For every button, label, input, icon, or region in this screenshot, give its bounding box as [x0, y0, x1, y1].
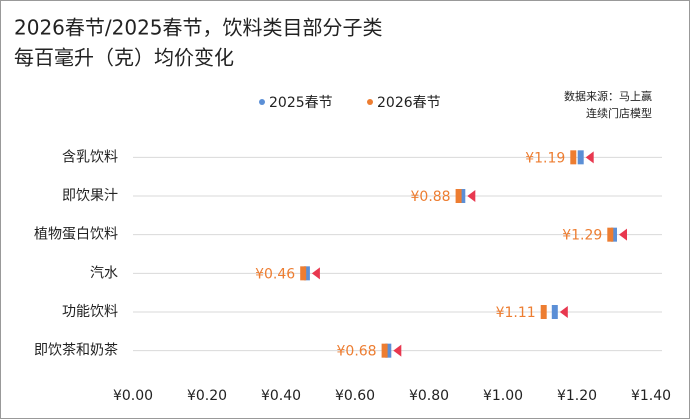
- marker: [381, 343, 388, 358]
- value-label: ¥0.68: [337, 344, 377, 360]
- x-tick-label: ¥0.80: [409, 388, 449, 404]
- y-tick-label: 功能饮料: [62, 304, 118, 320]
- source: 数据来源：马上赢: [564, 89, 652, 103]
- x-tick-label: ¥1.40: [631, 388, 671, 404]
- y-tick-label: 汽水: [90, 265, 118, 281]
- value-label: ¥1.11: [496, 305, 536, 321]
- chart-title: 2026春节/2025春节，饮料类目部分子类: [14, 16, 383, 40]
- marker: [385, 343, 392, 358]
- marker: [577, 150, 584, 165]
- marker: [551, 305, 558, 319]
- marker: [303, 266, 310, 281]
- value-label: ¥1.19: [525, 150, 565, 166]
- marker: [300, 266, 307, 281]
- change-marker: [559, 306, 568, 318]
- value-label: ¥1.29: [562, 228, 602, 244]
- marker: [540, 305, 547, 319]
- value-label: ¥0.88: [411, 189, 451, 205]
- legend-label: 2026春节: [377, 95, 441, 111]
- x-tick-label: ¥0.60: [335, 388, 375, 404]
- marker: [607, 227, 614, 242]
- y-tick-label: 植物蛋白饮料: [34, 227, 118, 243]
- marker: [459, 189, 466, 203]
- y-tick-label: 即饮果汁: [62, 188, 118, 204]
- legend-label: 2025春节: [269, 95, 333, 111]
- x-tick-label: ¥1.00: [483, 388, 523, 404]
- change-marker: [393, 344, 402, 357]
- value-label: ¥0.46: [255, 266, 295, 282]
- x-tick-label: ¥0.20: [187, 388, 227, 404]
- marker: [455, 189, 462, 203]
- marker: [611, 227, 617, 242]
- x-tick-label: ¥0.40: [261, 388, 301, 404]
- source: 连续门店模型: [586, 106, 652, 120]
- chart-subtitle: 每百毫升（克）均价变化: [14, 46, 234, 70]
- legend-swatch: [259, 99, 265, 105]
- y-tick-label: 即饮茶和奶茶: [34, 343, 118, 359]
- marker: [570, 150, 577, 165]
- change-marker: [619, 228, 627, 241]
- y-tick-label: 含乳饮料: [62, 149, 118, 165]
- x-tick-label: ¥1.20: [557, 388, 597, 404]
- change-marker: [585, 151, 594, 164]
- legend-swatch: [367, 99, 373, 105]
- x-tick-label: ¥0.00: [113, 388, 153, 404]
- change-marker: [467, 190, 476, 202]
- change-marker: [311, 267, 320, 280]
